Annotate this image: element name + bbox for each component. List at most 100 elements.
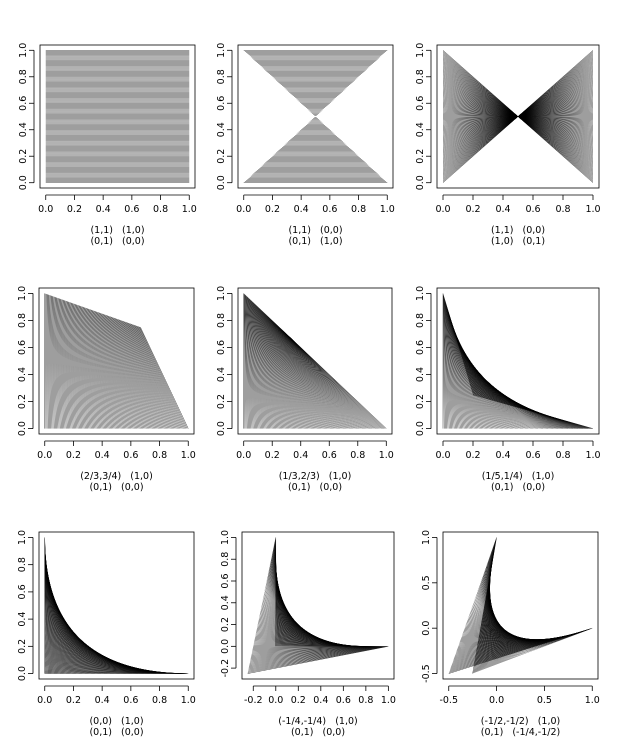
ruling-line	[444, 297, 450, 429]
ruling-line	[129, 323, 173, 429]
panel-5: 0.0 0.2 0.4 0.6 0.8 1.0 0.0 0.2 0.4 0.6 0.8 1.0 (1/3…	[216, 286, 394, 493]
ruling-line	[246, 296, 253, 429]
ruling-line	[58, 298, 66, 429]
ruling-line	[93, 310, 120, 429]
ruling-line	[251, 300, 268, 429]
ruling-line	[254, 304, 279, 429]
ruling-line	[272, 320, 331, 429]
x-tick-label: 0.8	[358, 695, 373, 706]
ruling-line	[89, 309, 112, 429]
ruling-line	[445, 301, 456, 429]
ruling-line	[78, 305, 96, 429]
ruling-line	[263, 312, 305, 429]
y-tick-label: 0.2	[216, 149, 227, 164]
ruling-line	[254, 303, 277, 429]
ruling-line	[49, 295, 53, 429]
ruling-line	[245, 295, 252, 429]
ruling-line	[280, 328, 355, 429]
ruling-line	[249, 299, 262, 429]
plot-frame	[436, 287, 600, 435]
ruling-line	[261, 310, 299, 429]
ruling-line	[243, 293, 246, 429]
ruling-line	[448, 311, 471, 429]
x-axis: 0.0 0.2 0.4 0.6 0.8 1.0	[435, 440, 601, 461]
ruling-line	[446, 305, 461, 429]
x-tick-label: 0.8	[152, 450, 167, 461]
y-tick-label: 0.0	[17, 421, 28, 436]
ruling-line	[447, 309, 467, 429]
x-axis: 0.0 0.2 0.4 0.6 0.8 1.0	[236, 440, 394, 461]
ruling-line	[67, 301, 80, 429]
ruling-lines	[45, 50, 190, 183]
corner-caption: (1,1) (0,0)(0,1) (1,0)	[288, 225, 342, 247]
ruling-line	[256, 305, 282, 429]
ruling-line	[277, 325, 348, 429]
ruling-line	[249, 646, 382, 666]
x-axis: 0.0 0.2 0.4 0.6 0.8 1.0	[236, 194, 395, 215]
caption-line: (-1/2,-1/2) (1,0)	[481, 716, 560, 727]
ruling-line	[275, 323, 341, 429]
ruling-line	[125, 322, 167, 429]
ruling-line	[51, 295, 56, 429]
ruling-line	[139, 326, 188, 429]
ruling-line	[248, 646, 387, 672]
ruling-lines	[247, 537, 389, 674]
ruling-line	[249, 646, 380, 664]
y-tick-label: 0.0	[18, 175, 29, 190]
y-tick-label: 0.8	[216, 69, 227, 84]
ruling-line	[277, 325, 345, 429]
caption-line: (0,1) (-1/4,-1/2)	[481, 727, 560, 738]
ruling-line	[52, 296, 57, 429]
x-tick-label: 0.0	[435, 450, 450, 461]
ruling-line	[445, 302, 457, 429]
ruling-line	[248, 298, 260, 429]
ruling-line	[47, 294, 50, 429]
ruling-line	[257, 306, 286, 429]
caption-line: (1/5,1/4) (1,0)	[482, 471, 555, 482]
x-axis: 0.0 0.2 0.4 0.6 0.8 1.0	[37, 685, 196, 706]
ruling-line	[250, 299, 265, 429]
ruling-line	[57, 297, 65, 429]
ruling-line	[256, 305, 284, 429]
y-axis: 0.0 0.2 0.4 0.6 0.8 1.0	[216, 43, 233, 190]
ruling-line	[448, 311, 470, 429]
y-tick-label: 0.0	[17, 666, 28, 681]
ruling-line	[105, 315, 138, 429]
y-tick-label: 0.0	[216, 175, 227, 190]
ruling-line	[107, 315, 140, 429]
y-tick-label: 0.4	[220, 595, 231, 610]
ruling-lines	[44, 537, 189, 674]
ruling-line	[270, 319, 326, 429]
x-tick-label: 0.8	[555, 450, 570, 461]
ruling-line	[127, 322, 170, 429]
y-tick-label: 1.0	[415, 286, 426, 301]
ruling-line	[270, 318, 324, 429]
x-axis: 0.0 0.2 0.4 0.6 0.8 1.0	[37, 440, 196, 461]
ruling-line	[281, 328, 357, 429]
ruling-line	[265, 313, 310, 429]
ruling-lines	[448, 537, 593, 674]
ruling-line	[121, 320, 161, 429]
ruling-line	[250, 646, 377, 660]
ruling-line	[281, 329, 358, 429]
ruling-line	[261, 310, 298, 429]
ruling-line	[246, 296, 254, 429]
corner-caption: (-1/2,-1/2) (1,0)(0,1) (-1/4,-1/2)	[481, 716, 560, 738]
y-tick-label: 0.6	[17, 584, 28, 599]
ruling-line	[55, 297, 62, 429]
ruling-line	[448, 627, 593, 674]
x-tick-label: 0.0	[37, 450, 52, 461]
ruling-line	[248, 646, 384, 669]
y-tick-label: 0.8	[216, 313, 227, 328]
x-axis: -0.5 0.0 0.5 1.0	[439, 685, 600, 706]
x-tick-label: 0.8	[152, 695, 167, 706]
ruling-line	[61, 299, 71, 429]
y-tick-label: 0.4	[18, 122, 29, 137]
x-tick-label: 1.0	[585, 204, 600, 215]
y-axis: 0.0 0.2 0.4 0.6 0.8 1.0	[216, 286, 233, 436]
ruling-line	[46, 293, 48, 429]
ruling-line	[267, 316, 317, 429]
ruling-line	[74, 303, 90, 429]
ruling-lines	[442, 293, 594, 429]
